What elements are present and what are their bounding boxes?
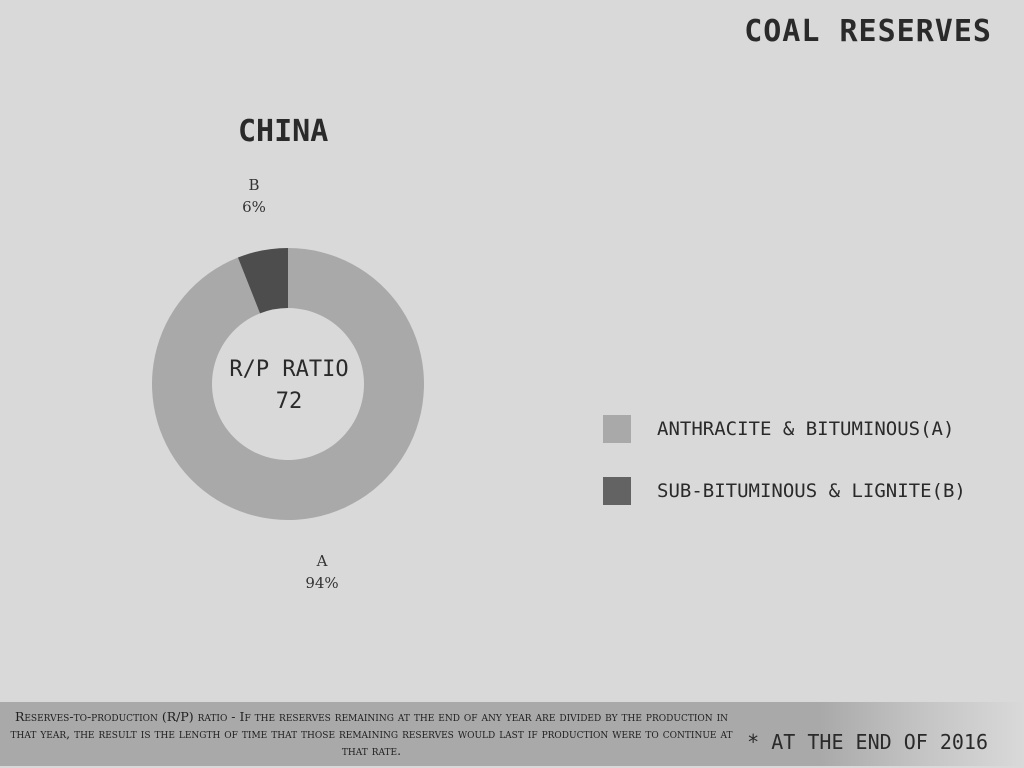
slice-label-a-letter: A <box>316 552 328 570</box>
footnote: Reserves-to-production (R/P) ratio - If … <box>10 709 733 758</box>
slice-label-b-letter: B <box>248 176 260 194</box>
legend-swatch-b <box>603 477 631 505</box>
as-of-note: * AT THE END OF 2016 <box>747 730 988 754</box>
legend-item-a: ANTHRACITE & BITUMINOUS(A) <box>603 414 966 444</box>
slice-label-b: B 6% <box>242 174 266 218</box>
footer-band <box>0 702 1024 766</box>
slice-label-b-percent: 6% <box>242 198 266 216</box>
page-title: COAL RESERVES <box>744 14 992 49</box>
donut-slice-a <box>151 248 424 520</box>
slice-label-a-percent: 94% <box>305 574 339 592</box>
chart-title: CHINA <box>238 114 329 149</box>
legend-swatch-a <box>603 415 631 443</box>
donut-slice-b <box>237 248 288 314</box>
legend-label-a: ANTHRACITE & BITUMINOUS(A) <box>657 418 955 440</box>
legend-label-b: SUB-BITUMINOUS & LIGNITE(B) <box>657 480 966 502</box>
legend-item-b: SUB-BITUMINOUS & LIGNITE(B) <box>603 476 966 506</box>
slice-label-a: A 94% <box>305 550 338 594</box>
rp-ratio-label: R/P RATIO <box>229 357 349 382</box>
legend: ANTHRACITE & BITUMINOUS(A) SUB-BITUMINOU… <box>603 414 966 538</box>
rp-ratio-value: 72 <box>275 389 303 414</box>
donut-center-label: R/P RATIO 72 <box>229 354 348 418</box>
